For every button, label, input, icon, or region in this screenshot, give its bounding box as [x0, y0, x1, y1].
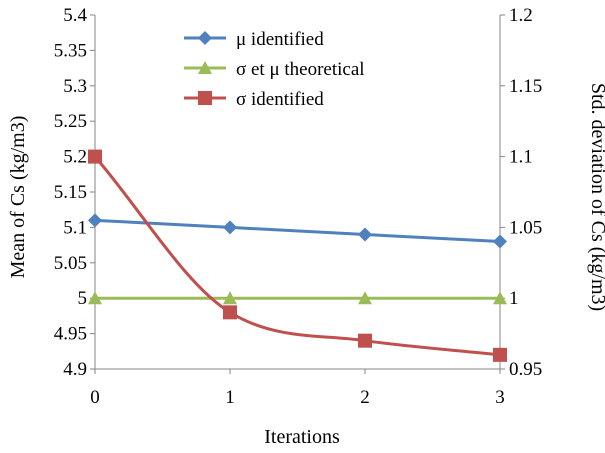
y-left-tick-label: 5.2 — [63, 147, 87, 168]
legend-swatch-marker — [198, 61, 212, 74]
x-tick-label: 2 — [360, 387, 370, 408]
data-point — [493, 234, 507, 249]
y-right-tick-label: 1.1 — [509, 147, 533, 168]
legend-label: σ et μ theoretical — [236, 59, 365, 80]
x-tick-label: 1 — [225, 387, 235, 408]
x-tick-label: 3 — [495, 387, 505, 408]
y-left-axis-title: Mean of Cs (kg/m3) — [7, 116, 29, 279]
data-point — [358, 291, 372, 305]
y-left-tick-label: 4.95 — [54, 324, 87, 345]
data-point — [88, 291, 102, 305]
data-point — [493, 291, 507, 305]
series-1 — [88, 291, 507, 305]
axis-titles: Iterations Mean of Cs (kg/m3) Std. devia… — [7, 83, 605, 448]
legend-swatch-marker — [198, 91, 212, 105]
series-line — [94, 218, 501, 244]
y-left-tick-label: 5.3 — [63, 76, 87, 97]
series-0 — [88, 213, 507, 249]
data-point — [88, 213, 102, 228]
series-2 — [88, 149, 507, 362]
y-left-tick-label: 5.4 — [63, 5, 87, 26]
data-point — [223, 291, 237, 305]
y-left-tick-label: 5.05 — [54, 253, 87, 274]
y-right-tick-label: 1.2 — [509, 5, 533, 26]
data-point — [493, 347, 507, 362]
data-point — [223, 305, 237, 320]
legend-item: σ et μ theoretical — [184, 59, 365, 80]
y-right-tick-label: 0.95 — [509, 359, 542, 380]
data-point — [358, 333, 372, 348]
axes-layer: 4.9 4.95 5 5.05 5.1 5.15 5.2 5.25 5.3 5.35 5.4 0.95… — [54, 5, 543, 408]
series-layer — [88, 149, 507, 362]
y-left-tick-label: 5.1 — [63, 217, 87, 238]
y-right-tick-label: 1.05 — [509, 217, 542, 238]
y-right-axis-title: Std. deviation of Cs (kg/m3) — [587, 83, 605, 311]
data-point — [358, 227, 372, 242]
legend-item: μ identified — [184, 29, 324, 50]
y-left-tick-label: 5.15 — [54, 182, 87, 203]
data-point — [223, 220, 237, 235]
x-axis-title: Iterations — [264, 426, 340, 448]
y-left-tick-label: 5 — [78, 288, 88, 309]
data-point — [88, 149, 102, 164]
legend-label: σ identified — [236, 89, 324, 110]
legend: μ identified σ et μ theoretical σ identifi… — [184, 29, 365, 110]
x-tick-label: 0 — [90, 387, 100, 408]
y-left-tick-label: 5.25 — [54, 111, 87, 132]
y-right-tick-label: 1.15 — [509, 76, 542, 97]
legend-label: μ identified — [236, 29, 324, 50]
legend-swatch-marker — [198, 31, 212, 45]
y-left-tick-label: 4.9 — [63, 359, 87, 380]
legend-item: σ identified — [184, 89, 324, 110]
y-left-tick-label: 5.35 — [54, 40, 87, 61]
series-line — [93, 155, 501, 357]
y-right-tick-label: 1 — [509, 288, 519, 309]
